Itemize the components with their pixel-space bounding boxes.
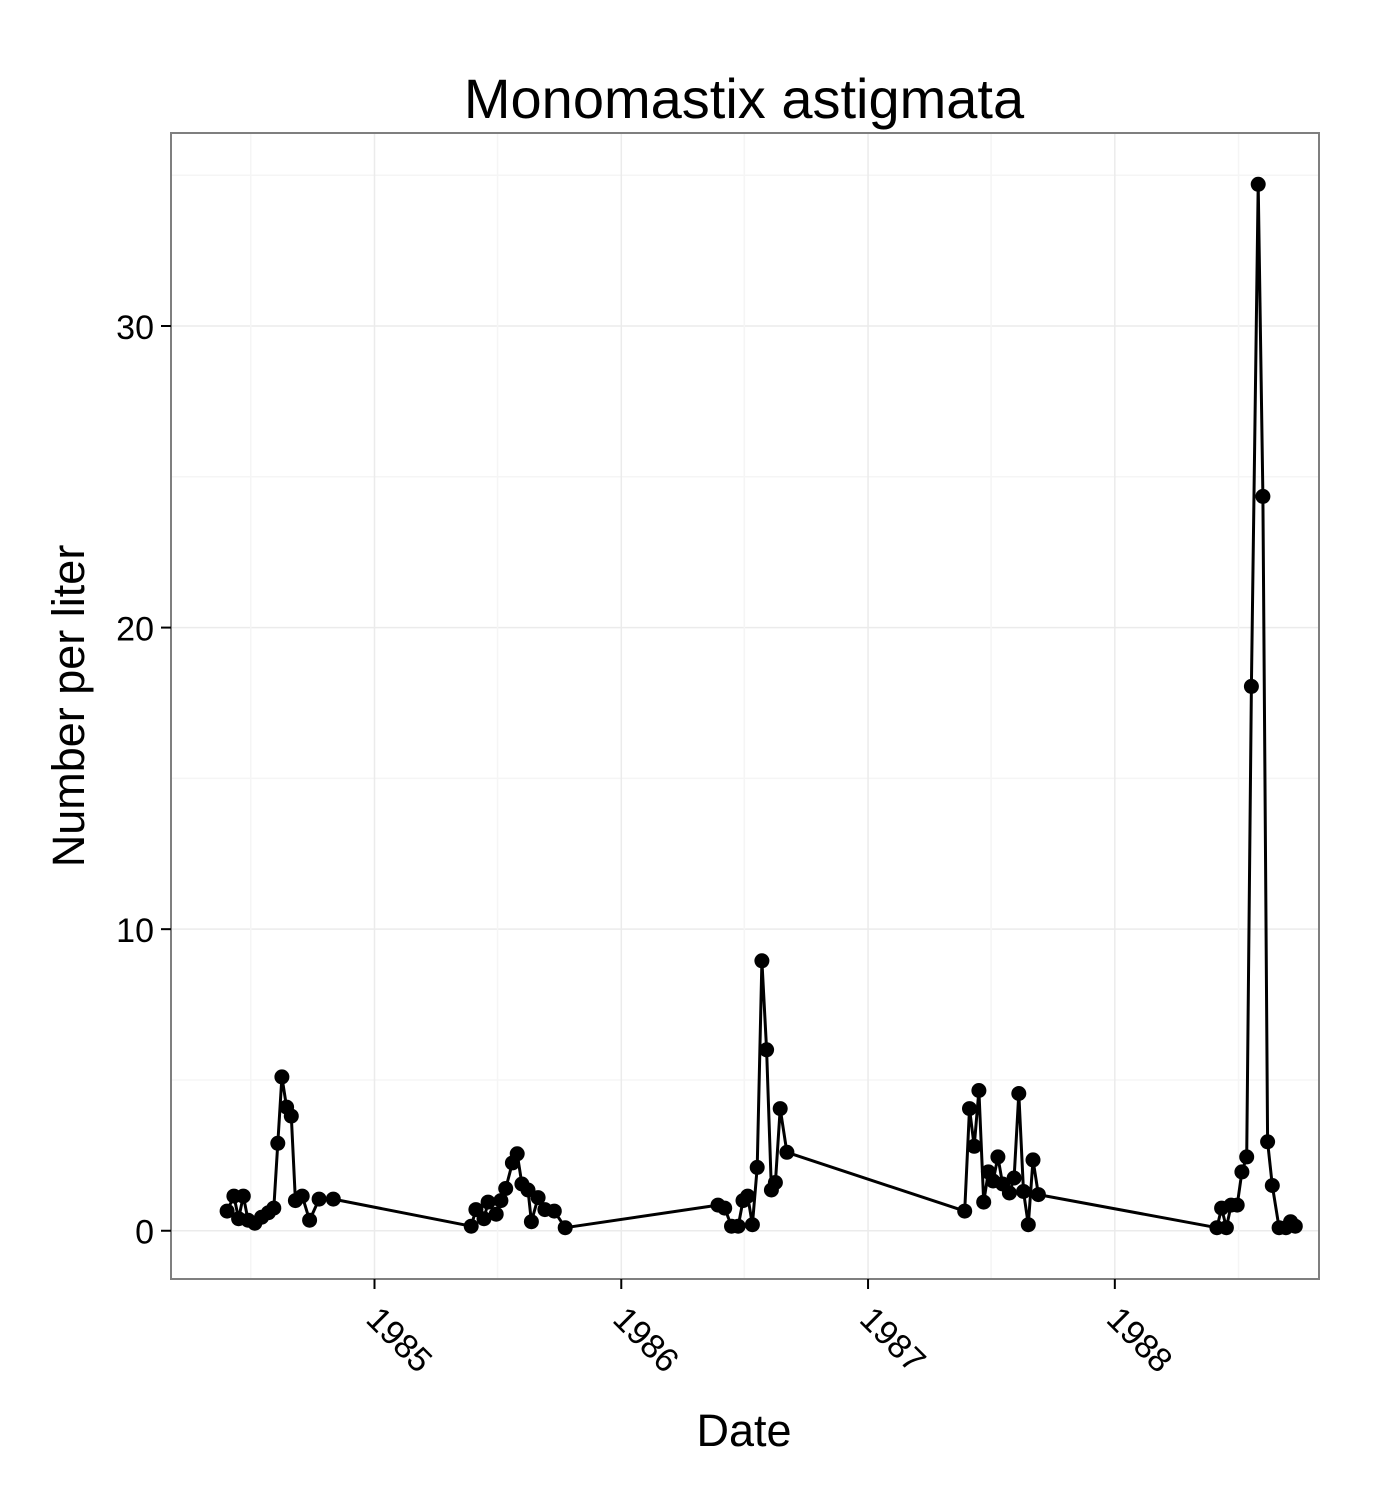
data-point	[767, 1175, 783, 1190]
data-point	[966, 1138, 982, 1154]
data-point	[498, 1181, 514, 1196]
data-point	[270, 1135, 286, 1151]
data-point	[476, 1211, 492, 1227]
data-point	[546, 1203, 562, 1219]
data-point	[1011, 1086, 1027, 1101]
data-point	[1250, 176, 1266, 192]
data-point	[772, 1101, 788, 1117]
data-point	[311, 1191, 327, 1207]
y-tick-label: 10	[116, 912, 154, 950]
data-point	[957, 1203, 973, 1219]
data-point	[749, 1159, 765, 1175]
data-point	[1243, 678, 1259, 694]
data-point	[717, 1200, 733, 1216]
data-point	[740, 1188, 756, 1204]
y-axis-label: Number per liter	[43, 545, 94, 868]
data-point	[1255, 488, 1271, 504]
data-point	[1234, 1164, 1250, 1180]
data-point	[990, 1149, 1006, 1165]
data-point	[730, 1218, 746, 1234]
x-tick-label: 1987	[852, 1300, 932, 1380]
x-tick-label: 1985	[359, 1300, 439, 1380]
data-point	[1239, 1149, 1255, 1165]
data-point	[274, 1069, 290, 1085]
data-point	[480, 1194, 496, 1210]
data-point	[509, 1146, 525, 1162]
data-point	[744, 1217, 760, 1233]
data-points	[219, 176, 1303, 1236]
data-point	[1006, 1170, 1022, 1186]
data-point	[976, 1194, 992, 1210]
data-point	[1016, 1184, 1031, 1199]
data-point	[302, 1212, 318, 1228]
data-point	[488, 1206, 504, 1222]
y-tick-label: 0	[135, 1214, 154, 1252]
data-point	[1030, 1187, 1046, 1203]
data-point	[283, 1108, 299, 1124]
data-point	[754, 953, 770, 969]
data-point	[463, 1218, 479, 1234]
plot-border	[170, 132, 1320, 1280]
y-tick-label: 20	[116, 611, 154, 649]
data-point	[294, 1188, 310, 1204]
x-axis-label: Date	[696, 1405, 791, 1456]
data-point	[1025, 1152, 1041, 1168]
y-tick-label: 30	[116, 309, 154, 347]
x-tick-label: 1988	[1099, 1300, 1179, 1380]
data-point	[1229, 1197, 1245, 1213]
data-point	[779, 1144, 795, 1160]
data-point	[219, 1203, 235, 1219]
data-point	[1001, 1185, 1017, 1201]
data-point	[759, 1042, 775, 1058]
data-point	[493, 1193, 509, 1209]
data-point	[1264, 1178, 1280, 1193]
grid-lines	[171, 133, 1319, 1279]
data-point	[557, 1220, 573, 1236]
data-point	[1287, 1218, 1303, 1234]
data-point	[325, 1191, 341, 1207]
data-point	[1218, 1220, 1234, 1236]
data-point	[971, 1083, 987, 1098]
data-point	[530, 1190, 546, 1206]
data-point	[266, 1200, 282, 1216]
data-point	[1020, 1217, 1036, 1233]
data-point	[523, 1214, 539, 1230]
data-point	[1260, 1134, 1276, 1150]
data-point	[235, 1188, 251, 1204]
chart-title: Monomastix astigmata	[464, 67, 1025, 130]
x-tick-label: 1986	[606, 1300, 686, 1380]
data-point	[962, 1101, 977, 1117]
